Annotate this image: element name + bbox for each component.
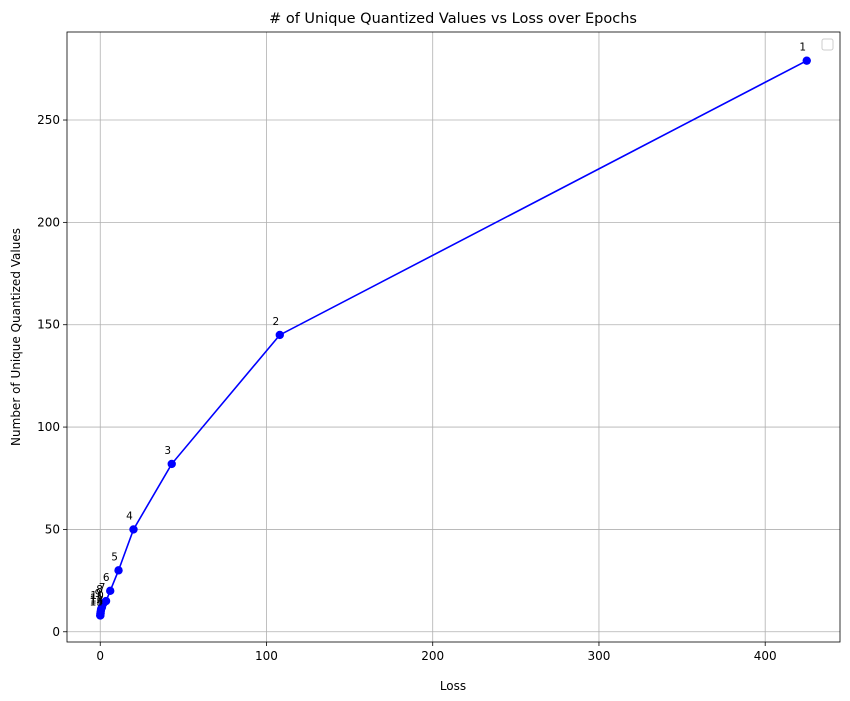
data-label: 5	[111, 551, 118, 563]
data-label: 8	[96, 584, 103, 596]
data-point	[275, 330, 284, 340]
data-label: 10	[90, 590, 103, 602]
legend-box	[821, 38, 834, 51]
x-tick-label: 300	[588, 649, 611, 663]
data-point	[96, 611, 105, 620]
data-label: 11	[90, 592, 103, 604]
chart-title: # of Unique Quantized Values vs Loss ove…	[269, 11, 637, 27]
x-tick-label: 0	[96, 649, 104, 663]
x-tick-label: 200	[421, 649, 444, 663]
data-point	[106, 586, 115, 596]
data-label: 15	[90, 596, 103, 608]
data-label: 6	[103, 572, 110, 584]
data-label: 12	[90, 594, 103, 606]
y-axis-label: Number of Unique Quantized Values	[9, 228, 23, 446]
y-tick-label: 50	[45, 522, 60, 536]
grid	[67, 32, 840, 642]
x-tick-label: 100	[255, 649, 278, 663]
axis-ticks: 0 100 200 300 400 0 50 100 150 200 250	[37, 113, 777, 663]
data-label: 14	[90, 596, 104, 608]
y-tick-label: 0	[52, 625, 60, 639]
data-point	[802, 56, 811, 65]
data-label: 3	[164, 445, 171, 457]
y-tick-label: 100	[37, 420, 60, 434]
data-label: 1	[799, 42, 806, 54]
data-point	[167, 459, 176, 469]
x-axis-label: Loss	[440, 679, 466, 693]
y-tick-label: 250	[37, 113, 60, 127]
data-label: 7	[99, 582, 106, 594]
data-label: 13	[90, 594, 103, 606]
y-tick-label: 200	[37, 215, 60, 229]
plot-frame	[66, 31, 841, 643]
data-point	[129, 525, 138, 534]
data-point	[114, 566, 123, 575]
data-label: 2	[272, 316, 279, 328]
data-series	[96, 56, 811, 620]
data-label: 4	[126, 510, 133, 522]
data-label: 9	[95, 588, 102, 600]
x-tick-label: 400	[754, 649, 777, 663]
y-tick-label: 150	[37, 318, 60, 332]
